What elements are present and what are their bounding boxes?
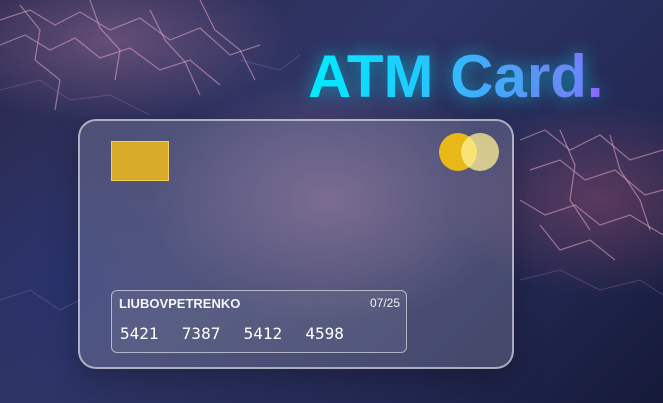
chip-icon <box>111 141 169 181</box>
page-title: ATM Card. <box>308 43 604 110</box>
atm-card: LIUBOVPETRENKO 07/25 5421 7387 5412 4598 <box>78 119 514 369</box>
mastercard-logo-icon <box>439 133 501 173</box>
card-expiry-date: 07/25 <box>369 296 400 310</box>
logo-right-circle <box>461 133 499 171</box>
card-info-panel: LIUBOVPETRENKO 07/25 5421 7387 5412 4598 <box>111 290 407 353</box>
card-number: 5421 7387 5412 4598 <box>120 324 344 343</box>
card-holder-name: LIUBOVPETRENKO <box>119 296 241 311</box>
